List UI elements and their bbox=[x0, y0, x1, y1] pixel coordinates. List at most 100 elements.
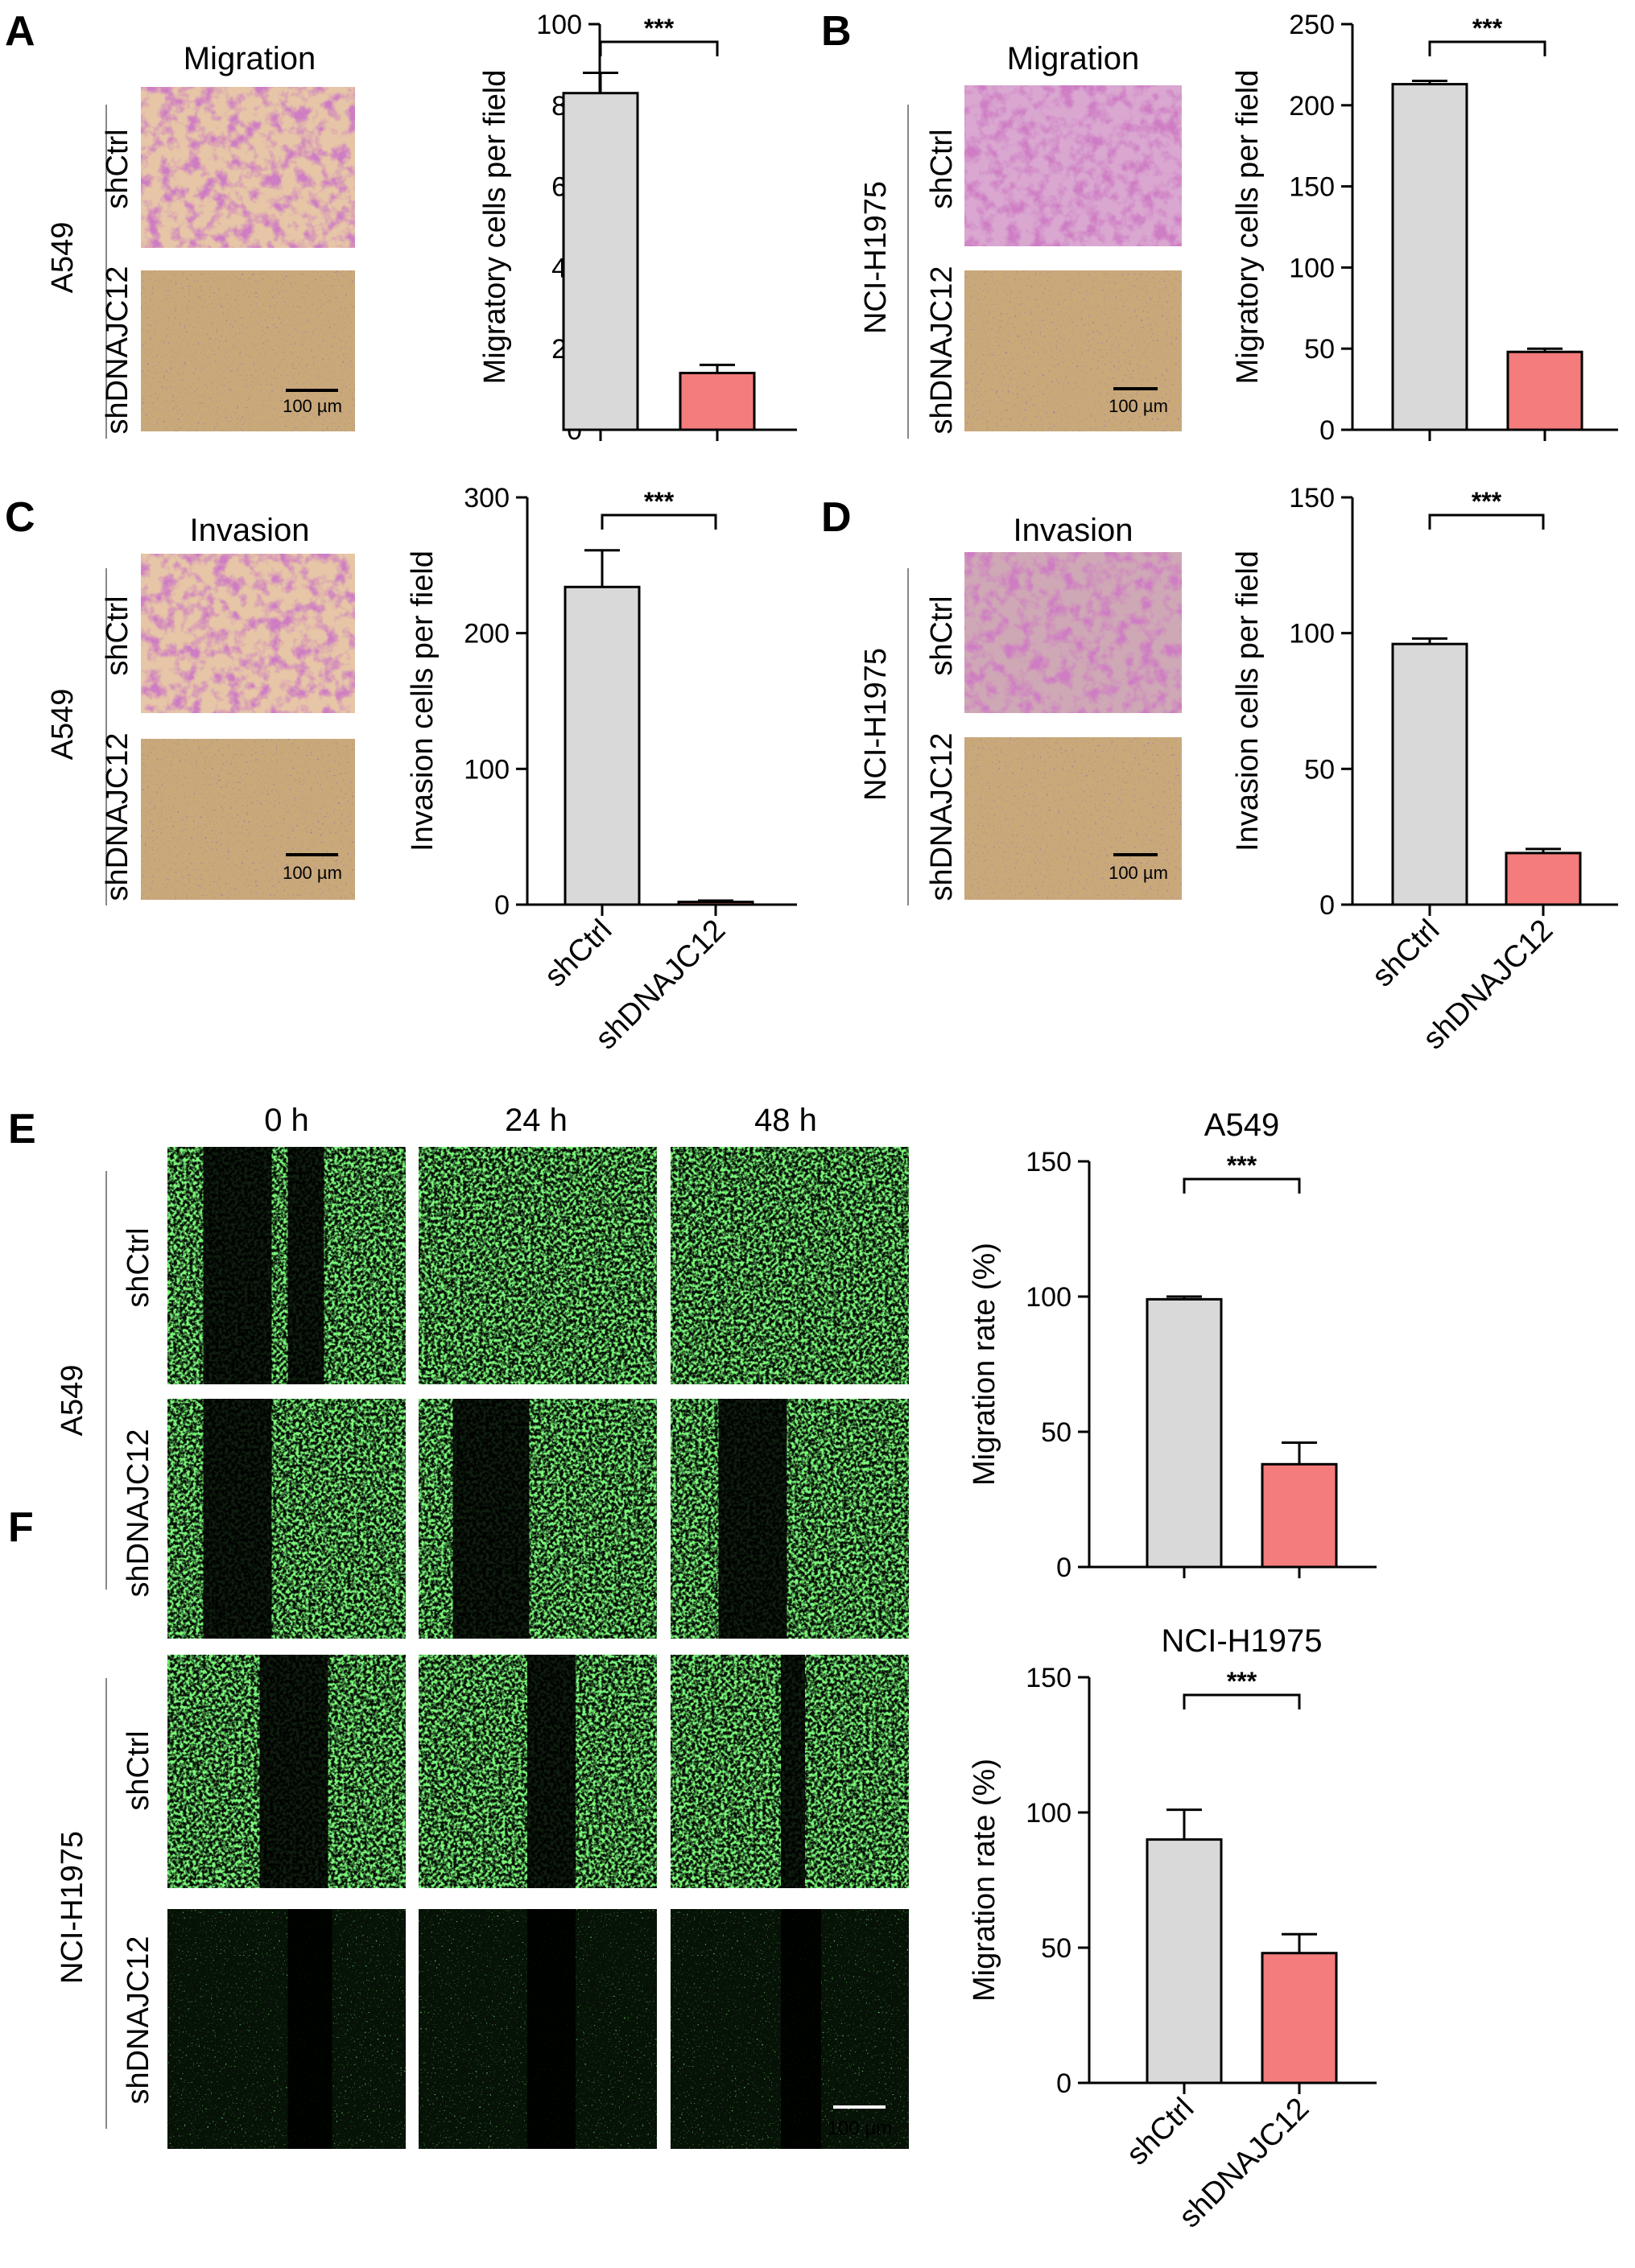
chart-d-xlabel-shctrl: shCtrl bbox=[1365, 913, 1446, 994]
chart-e-bar-shctrl bbox=[1146, 1297, 1223, 1569]
chart-f-ytick-label: 0 bbox=[1056, 2068, 1071, 2099]
panel-f-shdnajc12-image-48h bbox=[671, 1909, 909, 2149]
panel-c-cell-line: A549 bbox=[46, 689, 80, 761]
chart-e-ytick-label: 50 bbox=[1041, 1417, 1071, 1448]
panel-c-image-shctrl bbox=[141, 554, 355, 713]
timepoint-48h: 48 h bbox=[754, 1103, 817, 1138]
chart-c-xlabel-shctrl: shCtrl bbox=[538, 913, 618, 994]
chart-b-ytick-label: 200 bbox=[1289, 91, 1335, 122]
panel-e-shdnajc12-image-48h bbox=[671, 1399, 909, 1639]
panel-e-shctrl-image-24h bbox=[287, 1147, 657, 1384]
chart-b-ytick-label: 150 bbox=[1289, 172, 1335, 203]
chart-e-ytick-label: 0 bbox=[1056, 1553, 1071, 1583]
panel-a-image-shctrl bbox=[141, 87, 355, 248]
chart-e: 0 50 100 150 Migration rate (%) A549 *** bbox=[968, 1107, 1377, 1583]
chart-c-ytick-label: 0 bbox=[494, 890, 510, 921]
panel-label-a: A bbox=[5, 8, 35, 55]
chart-b-ylabel: Migratory cells per field bbox=[1231, 70, 1265, 385]
panel-a-scale-bar: 100 µm bbox=[283, 396, 342, 416]
chart-f-ytick-label: 150 bbox=[1026, 1663, 1071, 1693]
chart-c-bar-shdnajc12 bbox=[677, 901, 754, 906]
chart-f: 0 50 100 150 Migration rate (%) NCI-H1975 shCt… bbox=[968, 1623, 1377, 2234]
chart-a-sig-label: *** bbox=[644, 14, 675, 43]
panel-e-row-shctrl: shCtrl bbox=[122, 1227, 155, 1307]
chart-a-sig-bracket bbox=[599, 40, 719, 56]
panel-d-row-shctrl: shCtrl bbox=[925, 596, 959, 675]
chart-e-ytick-label: 100 bbox=[1026, 1282, 1071, 1313]
chart-d-ytick-label: 150 bbox=[1289, 483, 1335, 513]
panel-label-e: E bbox=[8, 1106, 36, 1153]
chart-f-ylabel: Migration rate (%) bbox=[968, 1759, 1001, 2002]
chart-b: 0 50 100 150 200 250 Migratory cells per field… bbox=[1231, 10, 1618, 446]
panel-a-image-shdnajc12: 100 µm bbox=[141, 270, 355, 431]
panel-e-row-shdnajc12: shDNAJC12 bbox=[122, 1429, 155, 1597]
timepoint-0h: 0 h bbox=[264, 1103, 309, 1138]
chart-d-bar-shctrl bbox=[1391, 642, 1468, 906]
chart-e-bar-shdnajc12 bbox=[1261, 1462, 1338, 1569]
chart-a: 020406080100Migratory cells per field*** bbox=[478, 10, 797, 446]
panel-e-shctrl-image-48h bbox=[671, 1147, 909, 1384]
chart-f-sig-label: *** bbox=[1227, 1667, 1257, 1696]
chart-b-ytick-label: 100 bbox=[1289, 253, 1335, 283]
panel-label-c: C bbox=[5, 494, 35, 541]
timepoint-24h: 24 h bbox=[505, 1103, 568, 1138]
chart-f-bar-shctrl bbox=[1146, 1838, 1223, 2084]
panel-b-image-shctrl bbox=[964, 85, 1182, 246]
panel-d-image-shdnajc12: 100 µm bbox=[964, 737, 1182, 900]
panel-c-image-shdnajc12: 100 µm bbox=[141, 739, 355, 900]
panel-e-shdnajc12-image-24h bbox=[419, 1399, 657, 1639]
chart-b-bar-shdnajc12 bbox=[1506, 350, 1583, 431]
chart-f-title: NCI-H1975 bbox=[1161, 1623, 1322, 1659]
chart-d-ytick-label: 0 bbox=[1319, 890, 1335, 921]
panel-c-assay-title: Invasion bbox=[190, 513, 310, 548]
chart-c-ylabel: Invasion cells per field bbox=[406, 551, 440, 852]
panel-c-scale-bar: 100 µm bbox=[283, 863, 342, 883]
chart-f-sig-bracket bbox=[1183, 1693, 1301, 1709]
chart-d-sig-label: *** bbox=[1472, 487, 1502, 516]
panel-f-shctrl-image-48h bbox=[671, 1655, 909, 1888]
chart-a-ylabel: Migratory cells per field bbox=[478, 70, 512, 385]
chart-c-ytick-label: 300 bbox=[464, 483, 510, 513]
panel-f-shdnajc12-image-0h bbox=[167, 1909, 406, 2149]
panel-f-row-shdnajc12: shDNAJC12 bbox=[122, 1936, 155, 2104]
panel-d-cell-line: NCI-H1975 bbox=[859, 648, 893, 801]
chart-c: 0 100 200 300 Invasion cells per field shCtrl… bbox=[406, 483, 797, 1056]
panel-b-image-shdnajc12: 100 µm bbox=[964, 270, 1182, 431]
panel-d-row-shdnajc12: shDNAJC12 bbox=[925, 732, 959, 901]
chart-b-sig-label: *** bbox=[1472, 14, 1503, 43]
chart-b-ytick-label: 0 bbox=[1319, 415, 1335, 446]
chart-e-title: A549 bbox=[1204, 1107, 1279, 1143]
panel-b-cell-line: NCI-H1975 bbox=[859, 181, 893, 334]
panel-b-row-shdnajc12: shDNAJC12 bbox=[925, 266, 959, 434]
chart-c-bar-shctrl bbox=[564, 585, 641, 906]
panel-label-d: D bbox=[821, 494, 852, 541]
chart-e-sig-label: *** bbox=[1227, 1151, 1257, 1180]
chart-d-ylabel: Invasion cells per field bbox=[1231, 551, 1265, 852]
chart-c-sig-bracket bbox=[601, 513, 717, 530]
panel-f-scale-bar: 100 µm bbox=[828, 2117, 893, 2139]
panel-b-row-shctrl: shCtrl bbox=[925, 129, 959, 208]
panel-label-b: B bbox=[821, 8, 852, 55]
panel-a-cell-line: A549 bbox=[46, 222, 80, 294]
panel-e-cell-line: A549 bbox=[56, 1365, 89, 1437]
panel-e-shdnajc12-image-0h bbox=[167, 1399, 406, 1639]
chart-b-bar-shctrl bbox=[1391, 83, 1468, 431]
panel-a-row-shctrl: shCtrl bbox=[101, 129, 134, 208]
panel-label-f: F bbox=[8, 1504, 34, 1551]
chart-f-xlabel-shctrl: shCtrl bbox=[1120, 2092, 1200, 2172]
panel-c-row-shctrl: shCtrl bbox=[101, 596, 134, 675]
chart-f-ytick-label: 100 bbox=[1026, 1798, 1071, 1829]
chart-a-ytick-label: 100 bbox=[536, 10, 582, 40]
panel-c-row-shdnajc12: shDNAJC12 bbox=[101, 732, 134, 901]
chart-e-sig-bracket bbox=[1183, 1177, 1301, 1194]
chart-c-ytick-label: 200 bbox=[464, 619, 510, 649]
chart-f-ytick-label: 50 bbox=[1041, 1933, 1071, 1964]
chart-c-ytick-label: 100 bbox=[464, 754, 510, 785]
panel-e-shctrl-image-0h bbox=[167, 1147, 406, 1384]
panel-f-shctrl-image-24h bbox=[419, 1655, 657, 1888]
panel-f-row-shctrl: shCtrl bbox=[122, 1730, 155, 1810]
chart-b-ytick-label: 50 bbox=[1304, 334, 1335, 365]
chart-b-ytick-label: 250 bbox=[1289, 10, 1335, 40]
